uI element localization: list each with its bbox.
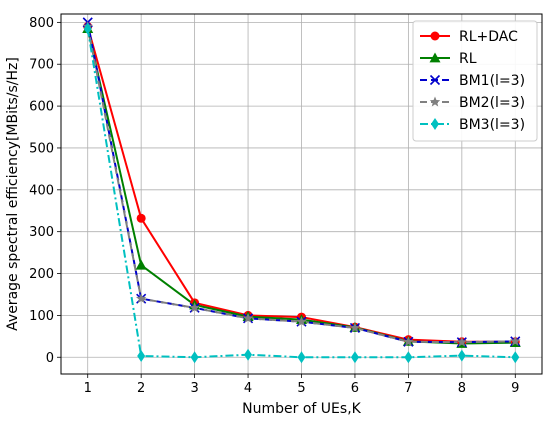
legend: RL+DAC RL BM1(l=3) BM2(l=3) BM3(l=3) — [412, 20, 538, 142]
legend-label: BM2(l=3) — [459, 95, 525, 111]
data-point-3-8 — [510, 335, 521, 346]
data-point-4-0 — [83, 22, 92, 35]
x-tick-label: 6 — [351, 381, 359, 396]
data-point-3-3 — [242, 312, 254, 323]
data-point-3-5 — [349, 322, 361, 333]
y-tick-label: 400 — [29, 183, 54, 198]
legend-marker — [431, 118, 439, 130]
y-tick-label: 700 — [29, 58, 54, 73]
y-tick-label: 800 — [29, 16, 54, 31]
data-point-0-1 — [136, 213, 146, 223]
legend-label: RL — [459, 51, 477, 67]
data-point-4-4 — [297, 351, 306, 364]
y-tick-label: 600 — [29, 100, 54, 115]
x-tick-label: 7 — [404, 381, 412, 396]
y-tick-label: 200 — [29, 267, 54, 282]
y-tick-label: 300 — [29, 225, 54, 240]
y-tick-label: 100 — [29, 309, 54, 324]
data-point-4-8 — [511, 351, 520, 364]
data-point-4-2 — [190, 351, 199, 364]
legend-label: BM3(l=3) — [459, 117, 525, 133]
y-axis-label: Average spectral efficiency[MBits/s/Hz] — [5, 57, 21, 331]
series-markers — [82, 17, 521, 364]
x-tick-label: 2 — [137, 381, 145, 396]
x-tick-label: 4 — [244, 381, 252, 396]
legend-marker — [429, 96, 441, 107]
data-point-4-5 — [350, 351, 359, 364]
grid-lines — [61, 14, 542, 374]
data-point-1-1 — [135, 259, 147, 270]
axis-ticks: 1 2 3 4 5 6 7 8 9 0 100 200 300 400 500 600 700 800 — [29, 16, 519, 396]
legend-label: BM1(l=3) — [459, 73, 525, 89]
x-tick-label: 9 — [511, 381, 519, 396]
data-point-3-2 — [189, 302, 200, 313]
data-point-3-7 — [456, 336, 468, 347]
data-point-4-1 — [137, 350, 146, 362]
legend-box — [412, 20, 538, 142]
x-tick-label: 5 — [297, 381, 305, 396]
x-tick-label: 1 — [84, 381, 92, 396]
x-tick-label: 3 — [190, 381, 198, 396]
data-point-4-3 — [244, 348, 253, 361]
data-point-4-7 — [457, 349, 466, 362]
legend-marker — [430, 31, 440, 41]
legend-marker — [429, 74, 441, 86]
data-point-3-1 — [135, 293, 147, 304]
series-line-3 — [86, 26, 516, 344]
legend-label: RL+DAC — [459, 29, 518, 45]
y-tick-label: 0 — [46, 351, 54, 366]
data-point-3-6 — [403, 336, 414, 347]
data-point-3-4 — [296, 316, 307, 327]
y-tick-label: 500 — [29, 141, 54, 156]
data-point-4-6 — [404, 351, 413, 364]
legend-marker — [429, 52, 441, 63]
x-axis-label: Number of UEs,K — [242, 401, 361, 417]
x-tick-label: 8 — [458, 381, 466, 396]
